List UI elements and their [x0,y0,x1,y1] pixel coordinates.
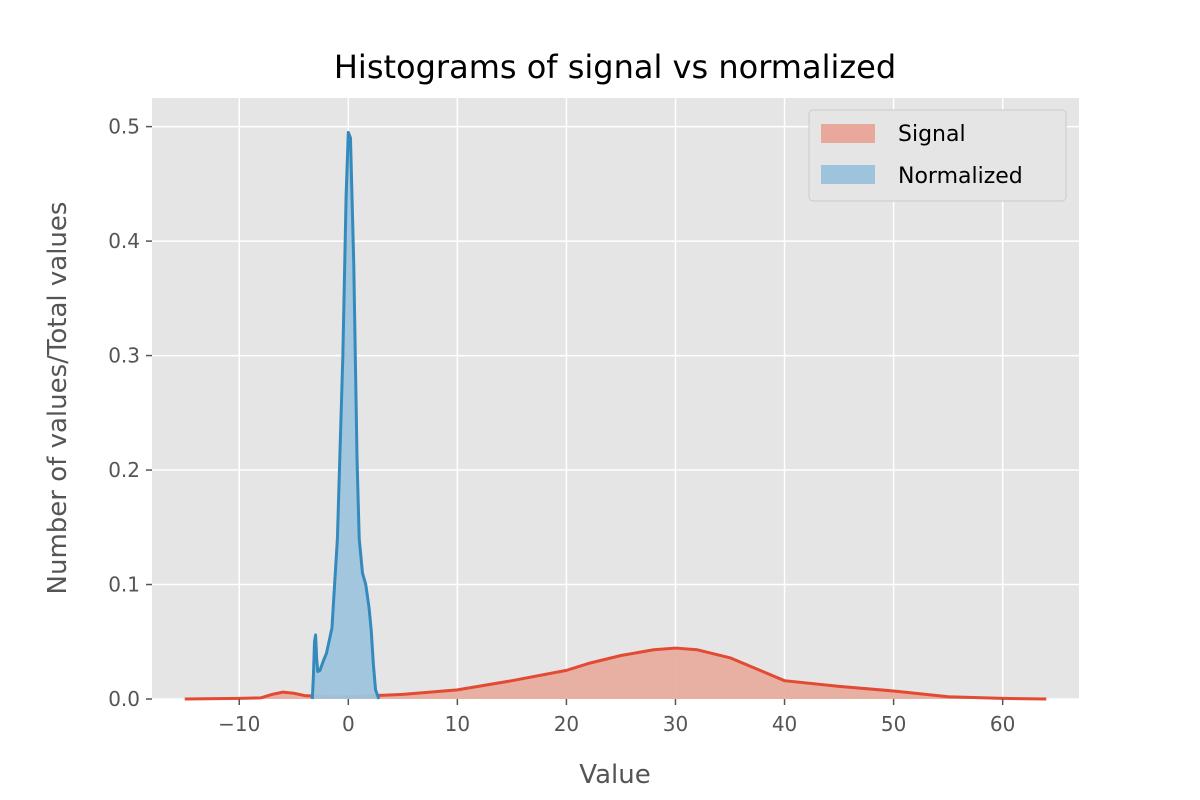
series-area-normalized [312,132,379,700]
x-tick-label: 50 [881,712,906,736]
chart-title: Histograms of signal vs normalized [334,48,896,86]
x-tick-label: 0 [342,712,355,736]
x-axis-label: Value [579,760,650,790]
series-line-normalized [310,130,381,700]
y-tick-label: 0.2 [108,458,140,482]
y-axis-label: Number of values/Total values [43,202,73,595]
legend-swatch-normalized [821,165,875,184]
x-axis-ticks: −10 0 10 20 30 40 50 60 [218,699,1015,736]
legend: Signal Normalized [808,109,1067,202]
legend-label-normalized: Normalized [898,164,1023,189]
y-tick-label: 0.0 [108,687,140,711]
y-axis-ticks: 0.0 0.1 0.2 0.3 0.4 0.5 [108,115,152,711]
x-tick-label: 20 [554,712,579,736]
x-tick-label: 40 [772,712,797,736]
legend-swatch-signal [821,124,875,143]
x-tick-label: 10 [445,712,470,736]
y-tick-label: 0.4 [108,229,140,253]
y-tick-label: 0.3 [108,344,140,368]
y-tick-label: 0.1 [108,573,140,597]
series-line-signal [184,646,1047,701]
y-tick-label: 0.5 [108,115,140,139]
x-tick-label: −10 [218,712,260,736]
x-tick-label: 60 [990,712,1015,736]
series-layer [184,130,1047,701]
legend-label-signal: Signal [898,122,966,147]
x-tick-label: 30 [663,712,688,736]
